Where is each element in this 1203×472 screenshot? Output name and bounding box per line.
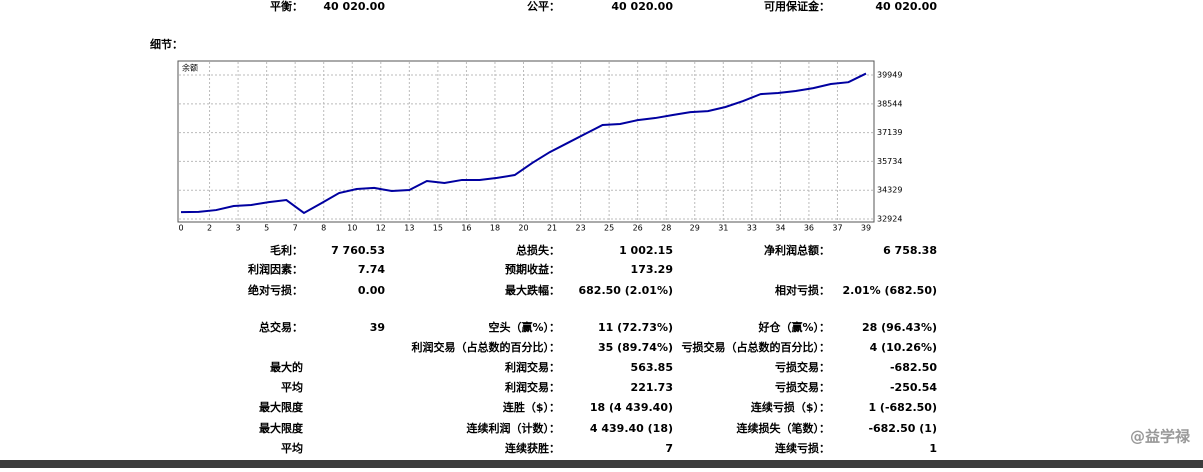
row-label: 连续亏损（$）： [751,400,830,414]
row-label: 好仓（赢%）： [757,320,830,334]
row-value: 7.74 [358,263,385,276]
x-tick-label: 15 [433,224,443,233]
row-label: 平均 [281,380,303,394]
x-tick-label: 16 [461,224,471,233]
row-label: 亏损交易（占总数的百分比）： [682,340,831,354]
row-label: 连续获胜： [505,441,560,455]
row-value: 563.85 [631,361,673,374]
row-label: 亏损交易： [775,360,830,374]
row-value: 7 760.53 [331,244,385,257]
x-tick-label: 33 [747,224,757,233]
row-label: 利润交易： [505,360,560,374]
row-label: 净利润总额： [764,243,830,257]
row-label: 总交易： [259,320,303,334]
summary-label: 可用保证金： [764,0,830,13]
x-tick-label: 3 [236,224,241,233]
x-tick-label: 31 [718,224,728,233]
row-label: 连续亏损： [775,441,830,455]
row-label: 最大跌幅： [505,283,560,297]
row-value: -250.54 [890,381,937,394]
x-tick-label: 26 [633,224,643,233]
row-value: 173.29 [631,263,673,276]
row-value: 1 [929,442,937,455]
x-tick-label: 0 [178,224,183,233]
x-tick-label: 8 [321,224,326,233]
x-tick-label: 12 [376,224,386,233]
row-value: 4 439.40 (18) [590,422,673,435]
x-tick-label: 39 [861,224,871,233]
row-value: 1 002.15 [619,244,673,257]
summary-value: 40 020.00 [323,0,385,13]
x-tick-label: 10 [347,224,357,233]
row-value: 39 [370,321,385,334]
bottom-bar [0,460,1203,468]
row-label: 利润因素： [248,262,303,276]
details-label: 细节： [150,37,183,51]
row-value: 6 758.38 [883,244,937,257]
row-value: 35 (89.74%) [598,341,673,354]
y-tick-label: 37139 [877,128,902,137]
row-label: 亏损交易： [775,380,830,394]
summary-value: 40 020.00 [875,0,937,13]
row-label: 毛利： [270,243,303,257]
row-label: 连胜（$）： [503,400,560,414]
x-tick-label: 13 [404,224,414,233]
watermark: @益学禄 [1130,428,1191,446]
row-value: -682.50 (1) [868,422,937,435]
summary-value: 40 020.00 [611,0,673,13]
x-tick-label: 5 [264,224,269,233]
y-tick-label: 32924 [877,215,902,224]
x-tick-label: 36 [804,224,814,233]
row-value: -682.50 [890,361,937,374]
row-value: 11 (72.73%) [598,321,673,334]
x-tick-label: 34 [775,224,785,233]
y-tick-label: 34329 [877,186,902,195]
row-label: 连续损失（笔数）： [737,421,831,435]
row-label: 相对亏损： [775,283,830,297]
x-tick-label: 23 [575,224,585,233]
row-label: 绝对亏损： [248,283,303,297]
summary-label: 公平： [527,0,560,13]
row-value: 2.01% (682.50) [843,284,938,297]
x-tick-label: 20 [518,224,528,233]
row-value: 28 (96.43%) [862,321,937,334]
chart-legend: 余额 [182,63,198,73]
y-tick-label: 35734 [877,157,902,166]
row-value: 682.50 (2.01%) [579,284,674,297]
row-label: 平均 [281,441,303,455]
summary-label: 平衡： [270,0,303,13]
row-label: 利润交易： [505,380,560,394]
row-value: 7 [665,442,673,455]
row-label: 总损失： [516,243,560,257]
row-value: 0.00 [358,284,385,297]
row-label: 利润交易（占总数的百分比）： [412,340,561,354]
row-label: 连续利润（计数）： [467,421,561,435]
x-tick-label: 25 [604,224,614,233]
x-tick-label: 2 [207,224,212,233]
row-label: 空头（赢%）： [488,320,560,334]
y-tick-label: 39949 [877,71,902,80]
row-value: 1 (-682.50) [868,401,937,414]
y-tick-label: 38544 [877,99,902,108]
x-tick-label: 21 [547,224,557,233]
x-tick-label: 29 [690,224,700,233]
balance-line [180,72,867,215]
x-tick-label: 18 [490,224,500,233]
row-value: 18 (4 439.40) [590,401,673,414]
row-label: 最大的 [270,360,303,374]
row-label: 预期收益： [505,262,560,276]
row-label: 最大限度 [259,421,304,435]
x-tick-label: 37 [832,224,842,233]
row-value: 221.73 [631,381,673,394]
row-label: 最大限度 [259,400,304,414]
x-tick-label: 7 [293,224,298,233]
row-value: 4 (10.26%) [870,341,937,354]
x-tick-label: 28 [661,224,671,233]
chart-frame [177,60,875,223]
